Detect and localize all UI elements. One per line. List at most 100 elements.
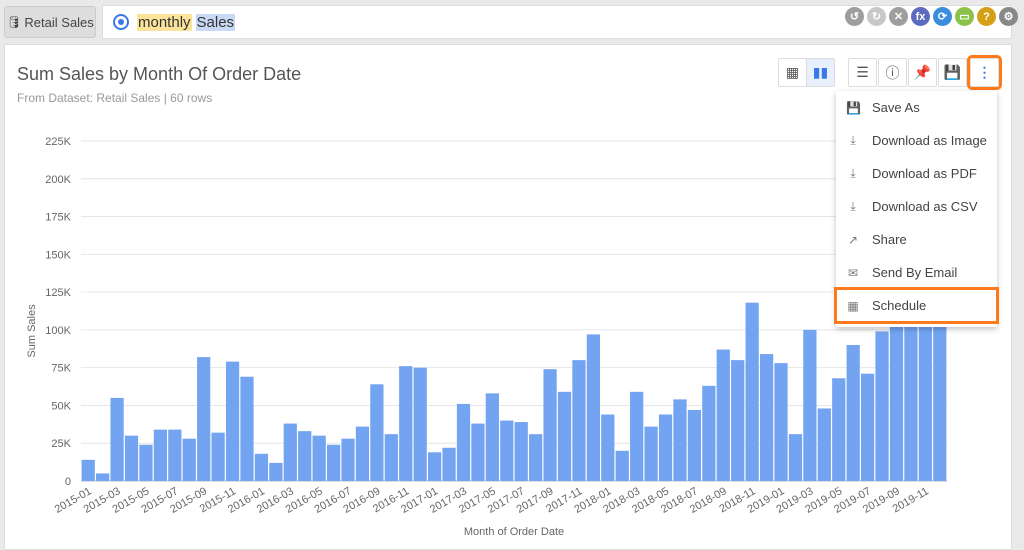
y-tick-label: 125K [45,287,71,299]
bar [211,432,225,481]
menu-item-label: Save As [872,100,920,115]
query-token-sales: Sales [195,13,236,31]
bar [500,420,514,481]
bar [861,373,875,481]
bar [630,391,644,481]
y-tick-label: 50K [51,400,71,412]
table-view-button[interactable]: ▦ [778,58,807,87]
chart-view-button[interactable]: ▮▮ [806,58,835,87]
bar [832,378,846,481]
dataset-info: From Dataset: Retail Sales | 60 rows [17,91,213,105]
formula-icon[interactable]: fx [911,7,930,26]
bar [355,426,370,481]
fields-button[interactable]: ☰ [848,58,877,87]
bar-chart-icon: ▮▮ [812,64,829,80]
email-icon: ✉ [847,265,859,280]
y-tick-label: 25K [51,438,71,450]
y-tick-label: 175K [45,212,71,224]
bar [225,361,240,481]
bar [716,349,730,481]
more-options-button[interactable]: ⋮ [967,55,1002,90]
logo-icon [113,14,129,30]
menu-item-download-as-image[interactable]: ⤓ Download as Image [836,124,997,157]
y-tick-label: 100K [45,325,71,337]
menu-item-schedule[interactable]: ▦ Schedule [834,287,999,324]
bar-chart: 025K50K75K100K125K150K175K200K225K2015-0… [26,136,947,538]
share-icon: ↗ [847,232,859,247]
bar [817,408,831,481]
help-icon[interactable]: ? [977,7,996,26]
refresh-icon[interactable]: ⟳ [933,7,952,26]
bar [774,363,788,481]
bar [918,316,932,481]
bar [254,453,269,481]
y-tick-label: 150K [45,249,71,261]
clear-icon[interactable]: ✕ [889,7,908,26]
pin-button[interactable]: 📌 [908,58,937,87]
database-icon: 🛢 [6,15,22,29]
menu-item-label: Schedule [872,298,927,313]
redo-icon[interactable]: ↻ [867,7,886,26]
bar [759,354,774,481]
menu-item-download-as-csv[interactable]: ⤓ Download as CSV [836,190,997,223]
bar [673,399,687,481]
folder-icon[interactable]: ▭ [955,7,974,26]
save-icon: 💾 [943,64,962,80]
info-button[interactable]: ⓘ [878,58,907,87]
more-options-menu: 💾 Save As ⤓ Download as Image ⤓ Download as P… [834,91,999,327]
bar [153,429,167,481]
download-icon: ⤓ [850,199,856,213]
bar [182,438,196,481]
menu-item-download-as-pdf[interactable]: ⤓ Download as PDF [836,157,997,190]
bar [269,462,283,481]
info-icon: ⓘ [885,64,900,81]
bar [197,357,211,481]
bar [644,426,658,481]
bar [124,435,139,481]
bar [298,431,312,481]
y-axis-label: Sum Sales [26,304,38,358]
bar [601,414,615,481]
save-icon: 💾 [846,100,861,115]
bar [846,345,860,481]
chart-panel: Sum Sales by Month Of Order Date From Da… [4,44,1012,550]
bar [168,429,182,481]
download-icon: ⤓ [850,166,856,180]
menu-item-label: Download as PDF [872,166,977,181]
bar [81,459,95,481]
y-tick-label: 0 [65,476,71,488]
query-token-monthly: monthly [137,13,192,31]
bar [384,434,398,481]
bar [788,434,803,481]
bar [933,313,947,481]
settings-icon[interactable]: ⚙ [999,7,1018,26]
top-bar: 🛢 Retail Sales monthly Sales ↺ ↻ ✕ fx ⟳ ▭? ⚙ [0,0,1024,44]
menu-item-label: Share [872,232,907,247]
menu-item-save-as[interactable]: 💾 Save As [836,91,997,124]
page-title: Sum Sales by Month Of Order Date [17,64,302,84]
bar [240,376,254,481]
bar [658,414,673,481]
bar [745,302,759,481]
bar [514,422,528,481]
bar [110,397,124,481]
download-icon: ⤓ [850,133,856,147]
bar [399,366,413,481]
bar [139,444,153,481]
bar [456,403,471,481]
bar [283,423,297,481]
bar [557,391,572,481]
x-axis-label: Month of Order Date [464,526,564,538]
menu-item-share[interactable]: ↗ Share [836,223,997,256]
menu-item-send-by-email[interactable]: ✉ Send By Email [836,256,997,289]
bar [370,384,384,481]
bar [904,323,918,481]
y-tick-label: 75K [51,363,71,375]
dataset-button[interactable]: 🛢 Retail Sales [4,6,96,38]
save-button[interactable]: 💾 [938,58,967,87]
bar [471,423,485,481]
undo-icon[interactable]: ↺ [845,7,864,26]
bar [326,444,341,481]
y-tick-label: 225K [45,136,71,148]
table-icon: ▦ [785,64,800,80]
